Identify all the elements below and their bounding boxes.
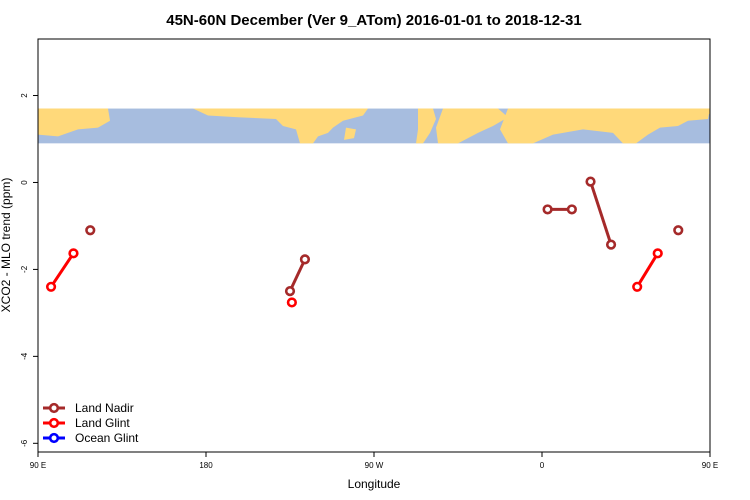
- land-nadir-point: [85, 225, 96, 236]
- land-glint-point: [68, 248, 79, 259]
- x-tick-label: 180: [199, 461, 213, 470]
- land-nadir-point: [299, 254, 311, 265]
- map-land: [38, 108, 710, 144]
- chart-title: 45N-60N December (Ver 9_ATom) 2016-01-01…: [166, 12, 582, 29]
- land-mass: [416, 108, 436, 144]
- legend-marker-land-glint: [48, 417, 60, 429]
- land-nadir-point: [284, 286, 296, 297]
- legend-marker-ocean-glint: [48, 432, 60, 444]
- land-glint-line: [635, 252, 660, 288]
- land-nadir-point: [673, 225, 684, 236]
- series-layer: [45, 176, 684, 308]
- land-nadir-point: [585, 176, 596, 187]
- y-tick-label: -6: [20, 439, 29, 447]
- y-tick-label: 2: [20, 93, 29, 98]
- y-axis: 2 0 -2 -4 -6: [20, 93, 38, 447]
- land-mass: [193, 108, 368, 144]
- land-glint-line: [49, 252, 75, 288]
- legend-marker-land-nadir: [48, 402, 60, 414]
- land-glint-point: [286, 297, 297, 308]
- land-mass: [500, 108, 710, 144]
- land-mass: [682, 108, 710, 118]
- land-glint-point: [45, 281, 57, 292]
- land-nadir-point: [566, 204, 577, 215]
- land-mass: [436, 108, 508, 144]
- x-axis-label: Longitude: [348, 477, 401, 491]
- land-nadir-point: [605, 239, 617, 250]
- y-tick-label: -2: [20, 265, 29, 273]
- land-nadir-point: [542, 204, 553, 215]
- legend-label-ocean-glint: Ocean Glint: [75, 431, 139, 445]
- y-tick-label: -4: [20, 352, 29, 360]
- land-mass: [344, 127, 356, 140]
- land-glint-point: [652, 248, 663, 259]
- legend-label-land-nadir: Land Nadir: [75, 401, 134, 415]
- land-mass: [38, 108, 110, 137]
- map-band: [38, 108, 710, 144]
- x-tick-label: 90 W: [365, 461, 384, 470]
- land-glint-point: [632, 281, 643, 292]
- x-tick-label: 90 E: [702, 461, 718, 470]
- x-axis: 90 E 180 90 W 0 90 E: [30, 452, 718, 470]
- land-nadir-line: [288, 258, 307, 292]
- legend-label-land-glint: Land Glint: [75, 416, 130, 430]
- y-tick-label: 0: [20, 180, 29, 185]
- land-nadir-line: [589, 181, 613, 246]
- y-axis-label: XCO2 - MLO trend (ppm): [0, 178, 13, 313]
- x-tick-label: 0: [540, 461, 545, 470]
- x-tick-label: 90 E: [30, 461, 46, 470]
